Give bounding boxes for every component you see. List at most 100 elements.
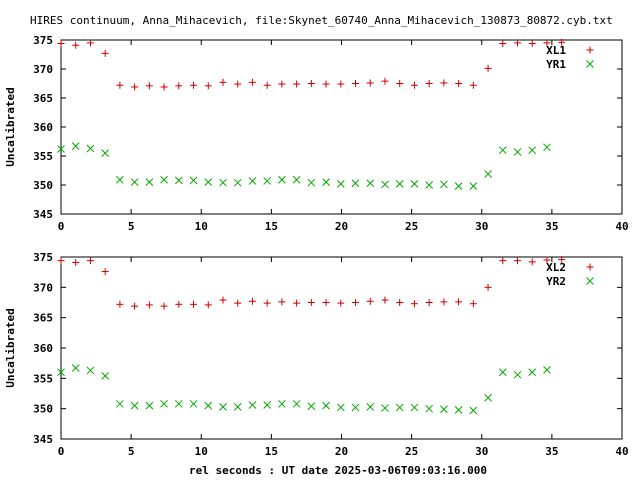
data-point	[190, 81, 198, 89]
data-point	[131, 302, 139, 310]
y-axis-label: Uncalibrated	[4, 308, 17, 387]
series-yr2	[57, 364, 551, 415]
data-point	[440, 79, 448, 87]
data-point	[514, 39, 522, 47]
series-yr1	[57, 142, 551, 191]
data-point-d2	[160, 175, 168, 184]
data-point	[336, 179, 345, 188]
data-point	[116, 81, 124, 89]
data-point	[410, 81, 418, 89]
data-point	[101, 268, 109, 276]
data-point-d2	[322, 401, 330, 410]
x-tick-label: 25	[405, 220, 418, 233]
data-point-d2	[410, 179, 419, 188]
data-point	[145, 301, 153, 309]
y-tick-label: 355	[33, 150, 53, 163]
data-point	[322, 299, 330, 306]
data-point	[381, 180, 389, 189]
data-point	[484, 283, 492, 291]
data-point-d2	[351, 403, 360, 412]
data-point-d2	[425, 404, 434, 413]
x-tick-label: 0	[58, 445, 65, 458]
data-point	[278, 175, 286, 184]
y-tick-label: 375	[33, 251, 53, 264]
data-point-d2	[189, 176, 198, 185]
plot-frame	[60, 39, 623, 215]
data-point-d2	[440, 405, 448, 414]
data-point	[145, 178, 154, 186]
data-point	[57, 368, 65, 377]
data-point	[204, 401, 213, 410]
data-point	[410, 300, 418, 308]
data-point	[160, 399, 168, 408]
x-tick-label: 0	[58, 220, 65, 233]
data-point	[528, 258, 536, 266]
data-point	[72, 41, 80, 49]
data-point	[204, 82, 212, 90]
x-tick-label: 40	[615, 220, 628, 233]
data-point	[351, 403, 360, 412]
data-point	[469, 182, 478, 191]
y-tick-label: 355	[33, 372, 53, 385]
data-point-d2	[101, 372, 110, 380]
data-point	[440, 180, 448, 189]
data-point	[86, 39, 94, 47]
data-point	[219, 296, 227, 304]
data-point	[293, 299, 301, 307]
y-tick-label: 375	[33, 34, 53, 47]
data-point	[366, 297, 374, 305]
data-point-d2	[454, 406, 463, 414]
data-point	[292, 175, 301, 184]
data-point	[440, 298, 448, 306]
data-point-d2	[366, 402, 375, 411]
data-point	[351, 179, 360, 188]
data-point-d2	[145, 178, 154, 186]
data-point	[263, 81, 271, 89]
data-point	[204, 178, 213, 186]
data-point-d2	[248, 401, 257, 409]
data-point-d2	[292, 175, 301, 184]
data-point	[219, 178, 227, 187]
data-point-d2	[278, 175, 286, 184]
data-point	[101, 149, 110, 157]
x-tick-label: 5	[128, 445, 135, 458]
data-point	[71, 142, 80, 150]
data-point	[145, 82, 153, 90]
data-point	[263, 401, 272, 409]
top-panel: 0 5 10 15 20 25 30 35 40 345 350 355 360 365 370 375 Unc…	[4, 34, 629, 233]
data-point-d2	[174, 399, 183, 408]
data-point	[381, 404, 389, 412]
x-tick-label: 10	[195, 445, 208, 458]
data-point-d2	[101, 149, 110, 157]
data-point	[513, 370, 522, 379]
data-point	[160, 175, 168, 184]
data-point	[160, 83, 168, 91]
data-point	[469, 300, 477, 308]
data-point	[72, 258, 80, 266]
data-point	[101, 49, 109, 57]
data-point-d2	[233, 178, 242, 187]
data-point	[366, 179, 375, 188]
data-point	[174, 176, 183, 185]
data-point	[116, 399, 124, 408]
data-point	[454, 406, 463, 414]
y-tick-label: 360	[33, 342, 53, 355]
x-tick-label: 25	[405, 445, 418, 458]
data-point	[514, 257, 522, 265]
y-tick-label: 370	[33, 281, 53, 294]
data-point-d2	[278, 399, 286, 408]
data-point	[528, 146, 537, 155]
data-point-d2	[263, 177, 272, 185]
data-point	[396, 80, 404, 87]
data-point-d2	[528, 368, 537, 377]
data-point-d2	[292, 399, 301, 408]
data-point-d2	[395, 403, 404, 412]
data-point-d2	[513, 148, 522, 156]
data-point	[410, 179, 419, 188]
data-point	[498, 368, 507, 377]
data-point	[248, 177, 257, 185]
y-tick-label: 360	[33, 121, 53, 134]
data-point-d2	[469, 406, 478, 415]
data-point	[219, 402, 227, 411]
data-point	[454, 182, 463, 191]
